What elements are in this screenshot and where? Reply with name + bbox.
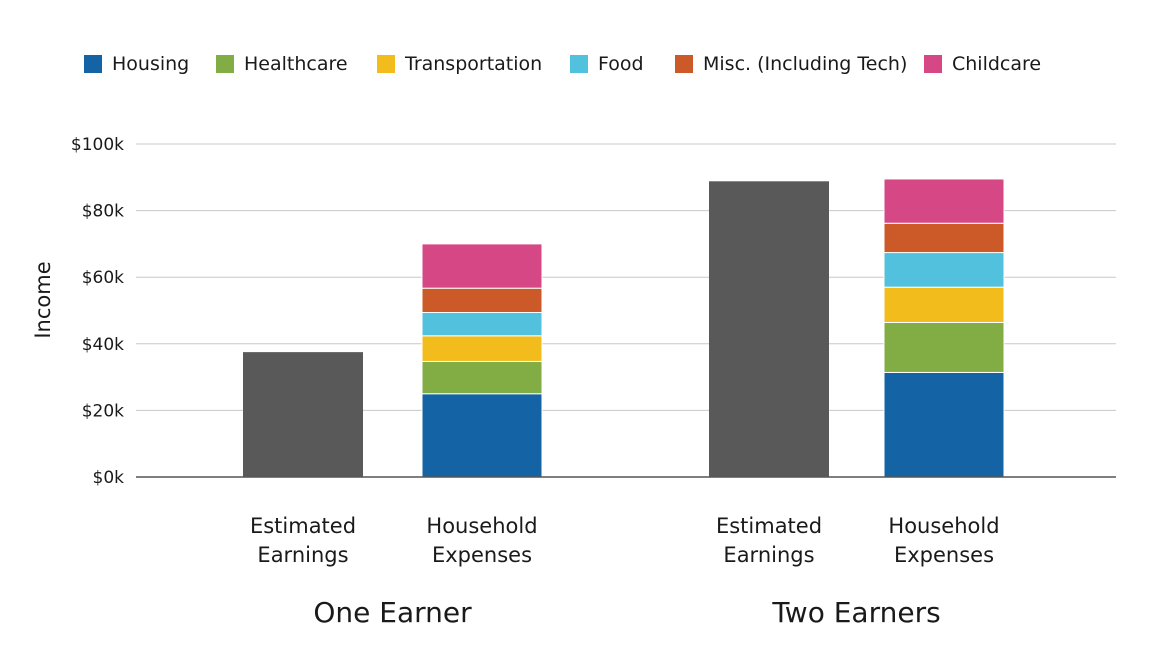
bar-segment-misc-including-tech <box>883 222 1005 254</box>
bar-segment-housing <box>421 393 543 478</box>
legend-swatch <box>377 55 395 73</box>
y-tick-label: $20k <box>82 401 124 421</box>
y-axis-ticks: $0k $20k $40k $60k $80k $100k <box>71 135 124 488</box>
y-tick-label: $80k <box>82 202 124 222</box>
bar-segment-transportation <box>421 335 543 362</box>
category-label: Household Expenses <box>426 514 537 567</box>
bar-segment-healthcare <box>421 360 543 395</box>
legend-label: Food <box>598 53 644 75</box>
bar-segment-transportation <box>883 286 1005 323</box>
legend-swatch <box>675 55 693 73</box>
legend-swatch <box>570 55 588 73</box>
bar-segment-food <box>883 252 1005 288</box>
legend-item-healthcare: Healthcare <box>216 53 348 75</box>
bar-segment-food <box>421 311 543 337</box>
category-label: Household Expenses <box>888 514 999 567</box>
legend-item-transportation: Transportation <box>377 53 542 75</box>
bar-segment-healthcare <box>883 321 1005 373</box>
bar-segment-misc-including-tech <box>421 287 543 313</box>
bar-estimated-earnings <box>709 181 829 477</box>
legend-swatch <box>84 55 102 73</box>
group-labels: One Earner Two Earners <box>313 596 940 629</box>
group-label: Two Earners <box>771 596 940 629</box>
bar-estimated-earnings <box>243 352 363 477</box>
y-tick-label: $100k <box>71 135 124 155</box>
legend-label: Childcare <box>952 53 1041 75</box>
bars <box>243 178 1005 478</box>
legend: Housing Healthcare Transportation Food Misc.… <box>84 53 1041 75</box>
legend-label: Healthcare <box>244 53 348 75</box>
bar-segment-housing <box>883 371 1005 478</box>
legend-item-misc-including-tech: Misc. (Including Tech) <box>675 53 907 75</box>
y-axis-title: Income <box>31 261 55 338</box>
group-label: One Earner <box>313 596 472 629</box>
legend-item-childcare: Childcare <box>924 53 1041 75</box>
legend-label: Transportation <box>404 53 542 75</box>
legend-swatch <box>924 55 942 73</box>
legend-item-food: Food <box>570 53 644 75</box>
bar-segment-childcare <box>421 243 543 289</box>
y-tick-label: $40k <box>82 335 124 355</box>
legend-label: Misc. (Including Tech) <box>703 53 907 75</box>
category-labels: Estimated Earnings Household Expenses Estima… <box>250 514 1000 567</box>
y-tick-label: $0k <box>93 468 125 488</box>
category-label: Estimated Earnings <box>250 514 356 567</box>
legend-label: Housing <box>112 53 189 75</box>
category-label: Estimated Earnings <box>716 514 822 567</box>
y-tick-label: $60k <box>82 268 124 288</box>
bar-segment-childcare <box>883 178 1005 224</box>
legend-item-housing: Housing <box>84 53 189 75</box>
legend-swatch <box>216 55 234 73</box>
